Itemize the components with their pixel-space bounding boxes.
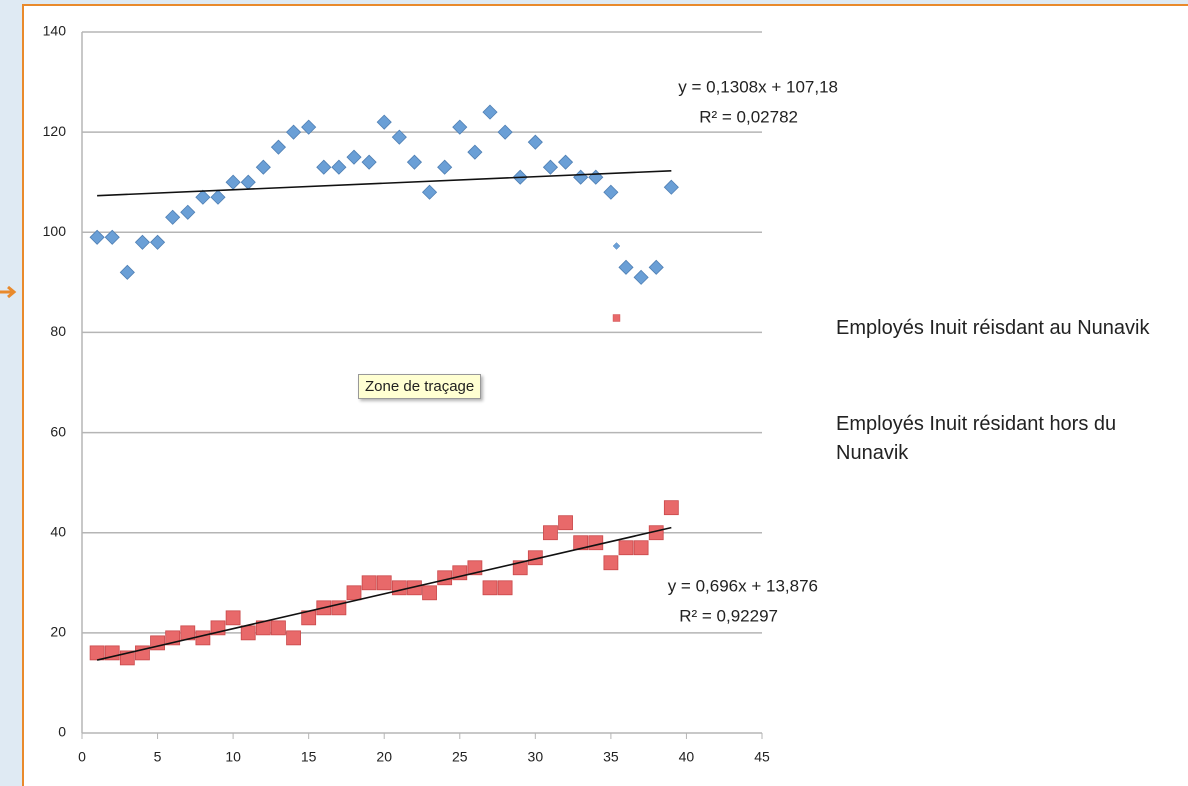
- x-tick-label: 25: [452, 749, 468, 765]
- trendline-r2: R² = 0,92297: [679, 606, 778, 625]
- point: [603, 555, 619, 571]
- trendline: [97, 169, 672, 197]
- point: [346, 149, 362, 165]
- point: [557, 154, 574, 170]
- y-tick-label: 40: [50, 523, 66, 539]
- x-tick-label: 20: [376, 749, 392, 765]
- point: [663, 179, 679, 195]
- y-tick-label: 60: [50, 423, 66, 439]
- point: [180, 204, 196, 220]
- point: [225, 610, 241, 626]
- y-tick-label: 0: [58, 724, 66, 740]
- trendline-r2: R² = 0,02782: [699, 107, 798, 126]
- point: [452, 119, 468, 135]
- y-tick-label: 120: [43, 123, 67, 139]
- point: [286, 630, 301, 646]
- point: [588, 535, 604, 551]
- point: [543, 525, 558, 541]
- point: [104, 229, 120, 245]
- point: [421, 184, 438, 200]
- point: [618, 540, 634, 556]
- point: [603, 184, 619, 200]
- point: [376, 575, 392, 591]
- point: [240, 625, 256, 641]
- point: [271, 620, 286, 636]
- point: [558, 515, 573, 531]
- point: [467, 144, 483, 160]
- legend-marker: [612, 314, 621, 322]
- point: [391, 580, 407, 596]
- chart-frame: [22, 4, 1188, 786]
- point: [497, 124, 513, 140]
- point: [542, 159, 559, 175]
- x-tick-label: 40: [679, 749, 695, 765]
- x-tick-label: 35: [603, 749, 619, 765]
- legend-marker: [612, 242, 621, 250]
- point: [573, 535, 589, 551]
- point: [482, 104, 498, 120]
- point: [270, 139, 287, 155]
- x-tick-label: 30: [528, 749, 544, 765]
- x-tick-label: 10: [225, 749, 241, 765]
- point: [134, 234, 151, 250]
- point: [285, 124, 302, 140]
- point: [301, 119, 317, 135]
- point: [633, 540, 649, 556]
- point: [89, 229, 105, 245]
- legend-item: Employés Inuit réisdant au Nunavik: [836, 317, 1150, 339]
- point: [437, 570, 453, 586]
- trendline: [96, 526, 672, 661]
- point: [255, 620, 271, 636]
- y-tick-label: 80: [50, 323, 66, 339]
- point: [119, 264, 135, 280]
- point: [195, 189, 211, 205]
- x-tick-label: 5: [154, 749, 162, 765]
- point: [633, 269, 649, 285]
- point: [482, 580, 498, 596]
- point: [422, 585, 437, 601]
- point: [467, 560, 483, 576]
- point: [240, 174, 256, 190]
- legend-item: Employés Inuit résidant hors du Nunavik: [836, 413, 1117, 464]
- arrow: [0, 285, 17, 299]
- point: [588, 169, 604, 185]
- y-tick-label: 100: [43, 223, 67, 239]
- x-tick-label: 15: [301, 749, 317, 765]
- point: [573, 169, 589, 185]
- point: [663, 500, 679, 516]
- y-tick-label: 20: [50, 624, 66, 640]
- point: [618, 259, 634, 275]
- x-tick-label: 45: [754, 749, 770, 765]
- point: [497, 580, 513, 596]
- point: [255, 159, 271, 175]
- trendline-equation: y = 0,1308x + 107,18: [678, 77, 838, 96]
- x-tick-label: 0: [78, 749, 86, 765]
- point: [648, 259, 664, 275]
- point: [406, 154, 423, 170]
- trendline-equation: y = 0,696x + 13,876: [668, 576, 818, 595]
- point: [527, 134, 543, 150]
- tooltip: Zone de traçage: [358, 374, 482, 399]
- point: [149, 234, 166, 250]
- point: [376, 114, 392, 130]
- point: [437, 159, 453, 175]
- point: [361, 154, 377, 170]
- point: [512, 560, 528, 576]
- point: [195, 630, 211, 646]
- point: [316, 159, 332, 175]
- point: [346, 585, 362, 601]
- point: [89, 645, 105, 661]
- y-tick-label: 140: [43, 23, 67, 39]
- point: [210, 189, 226, 205]
- point: [361, 575, 377, 591]
- point: [391, 129, 407, 145]
- point: [225, 174, 241, 190]
- point: [165, 209, 181, 225]
- point: [331, 159, 347, 175]
